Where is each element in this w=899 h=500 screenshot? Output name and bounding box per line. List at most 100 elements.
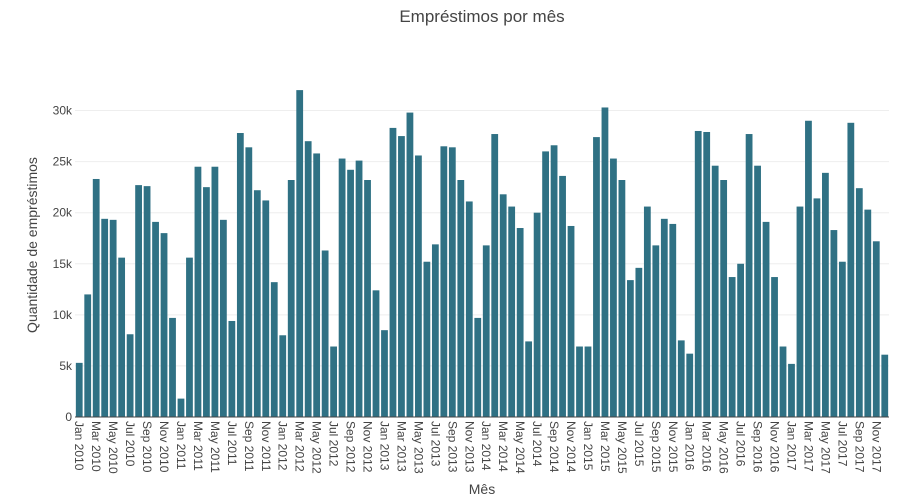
x-tick-label: Sep 2014 (547, 421, 561, 473)
bar (796, 206, 804, 417)
bar (516, 228, 524, 417)
bar (406, 112, 414, 417)
bar (347, 169, 354, 417)
bar (610, 158, 617, 417)
bars (75, 90, 889, 418)
y-tick-label: 0 (65, 410, 72, 424)
x-tick-label: Nov 2011 (259, 421, 273, 472)
bar (618, 180, 626, 417)
x-tick-label: Mar 2015 (598, 421, 612, 472)
bar (177, 398, 185, 417)
x-tick-label: Jan 2014 (479, 421, 493, 471)
x-tick-label: Mar 2011 (191, 421, 205, 471)
bar (694, 130, 702, 417)
bar (381, 330, 388, 417)
x-tick-label: Nov 2015 (666, 421, 680, 473)
bar (779, 346, 787, 417)
x-tick-label: Jan 2011 (174, 421, 188, 470)
bar (474, 317, 482, 417)
bar (135, 185, 142, 417)
bar (677, 340, 685, 417)
bar (245, 147, 253, 417)
bar (364, 180, 371, 417)
x-tick-label: Nov 2017 (869, 421, 883, 473)
bar (160, 233, 168, 417)
y-tick-label: 15k (53, 257, 73, 271)
bar (338, 158, 346, 417)
bar (355, 160, 363, 417)
bar (584, 346, 592, 417)
y-tick-label: 30k (53, 104, 73, 118)
bar (559, 175, 566, 417)
bar (813, 198, 821, 417)
bar (737, 263, 745, 417)
bar (219, 219, 227, 417)
bar (482, 245, 490, 417)
bar (321, 250, 329, 417)
bar (101, 218, 109, 417)
bar (686, 353, 694, 417)
y-axis-label: Quantidade de empréstimos (24, 157, 40, 333)
x-tick-label: Mar 2013 (394, 421, 408, 472)
bar (330, 346, 338, 417)
x-tick-label: Jul 2012 (327, 421, 341, 467)
x-tick-label: Jul 2017 (835, 421, 849, 467)
x-tick-label: Jul 2014 (530, 421, 544, 467)
x-tick-label: May 2016 (717, 421, 731, 474)
bar (262, 200, 270, 417)
bar (440, 146, 448, 418)
bar (533, 212, 541, 417)
bar (754, 165, 761, 417)
bar (542, 151, 549, 417)
chart-title: Empréstimos por mês (399, 7, 564, 26)
bar (194, 166, 202, 417)
x-tick-label: Mar 2016 (700, 421, 714, 472)
bar (448, 147, 456, 417)
bar (660, 218, 668, 417)
x-tick-label: Sep 2017 (852, 421, 866, 473)
bar (525, 341, 533, 417)
bar (703, 131, 711, 417)
x-axis-label: Mês (469, 481, 495, 497)
x-tick-label: May 2013 (411, 421, 425, 474)
bar (236, 133, 244, 417)
bar (720, 180, 728, 417)
bar (253, 190, 261, 417)
x-tick-label: Jul 2011 (225, 421, 239, 466)
x-tick-label: Jan 2017 (784, 421, 798, 471)
x-tick-label: Nov 2016 (768, 421, 782, 473)
bar (652, 245, 660, 417)
bar (872, 241, 880, 417)
bar (84, 294, 92, 417)
bar (762, 221, 770, 417)
bar (711, 165, 719, 417)
bar (270, 282, 278, 417)
x-tick-label: Jan 2013 (377, 421, 391, 471)
bar (398, 136, 405, 418)
x-tick-label: Jul 2013 (428, 421, 442, 467)
bar (508, 206, 516, 417)
bar (313, 153, 321, 418)
bar (152, 221, 159, 417)
bar (304, 141, 312, 417)
x-tick-label: Mar 2012 (293, 421, 307, 472)
bar (431, 244, 439, 417)
bar (118, 257, 126, 417)
bar (864, 209, 872, 417)
bar (389, 127, 397, 418)
x-tick-label: May 2014 (513, 421, 527, 474)
x-tick-label: May 2012 (310, 421, 324, 474)
x-tick-label: Sep 2013 (445, 421, 459, 473)
grid-lines (75, 110, 889, 367)
bar (855, 188, 863, 417)
bar (287, 180, 295, 417)
bar (830, 230, 838, 417)
x-tick-label: Mar 2010 (89, 421, 103, 472)
x-tick-label: Mar 2014 (496, 421, 510, 472)
bar (415, 155, 422, 418)
bar (881, 354, 889, 417)
bar (805, 120, 812, 417)
x-tick-label: Sep 2010 (140, 421, 154, 473)
